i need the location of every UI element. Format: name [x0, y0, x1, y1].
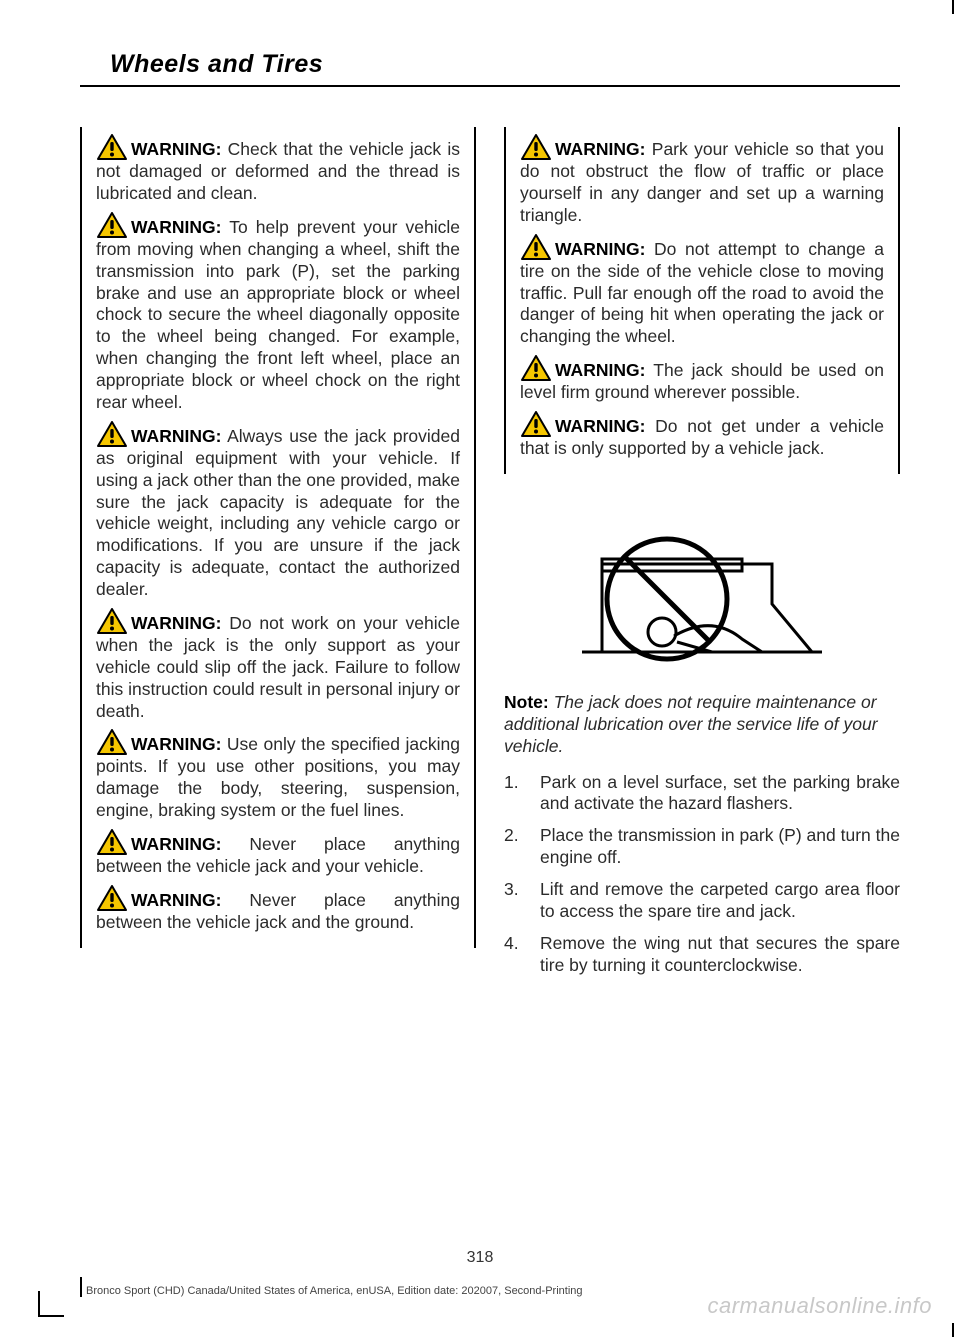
warning-label: WARNING: [131, 890, 221, 910]
step-item: 2. Place the transmission in park (P) an… [504, 825, 900, 869]
warning-item: WARNING: Do not get under a vehicle that… [520, 410, 884, 460]
warning-item: WARNING: Always use the jack provided as… [96, 420, 460, 601]
step-text: Park on a level surface, set the parking… [540, 772, 900, 816]
warning-box-right: WARNING: Park your vehicle so that you d… [504, 127, 900, 474]
page-title: Wheels and Tires [110, 50, 900, 79]
no-crawl-under-diagram [504, 504, 900, 674]
title-rule [80, 85, 900, 87]
warning-icon [96, 420, 128, 448]
warning-label: WARNING: [555, 416, 645, 436]
warning-icon [96, 607, 128, 635]
warning-icon [96, 211, 128, 239]
warning-item: WARNING: Do not attempt to change a tire… [520, 233, 884, 349]
page-number: 318 [0, 1249, 960, 1267]
step-number: 1. [504, 772, 524, 816]
warning-item: WARNING: The jack should be used on leve… [520, 354, 884, 404]
content-columns: WARNING: Check that the vehicle jack is … [80, 127, 900, 987]
step-item: 1. Park on a level surface, set the park… [504, 772, 900, 816]
warning-label: WARNING: [131, 834, 221, 854]
warning-item: WARNING: Use only the specified jacking … [96, 728, 460, 822]
watermark: carmanualsonline.info [707, 1293, 932, 1319]
note-label: Note: [504, 692, 549, 712]
step-text: Remove the wing nut that secures the spa… [540, 933, 900, 977]
warning-icon [520, 410, 552, 438]
footer-text: Bronco Sport (CHD) Canada/United States … [80, 1277, 583, 1297]
crop-mark [952, 0, 954, 14]
warning-label: WARNING: [131, 613, 221, 633]
step-number: 3. [504, 879, 524, 923]
step-number: 4. [504, 933, 524, 977]
warning-label: WARNING: [555, 239, 645, 259]
warning-item: WARNING: Check that the vehicle jack is … [96, 133, 460, 205]
note-text: The jack does not require maintenance or… [504, 692, 878, 756]
crop-mark [952, 1323, 954, 1337]
step-item: 3. Lift and remove the carpeted cargo ar… [504, 879, 900, 923]
warning-icon [96, 884, 128, 912]
warning-icon [96, 133, 128, 161]
note-block: Note: The jack does not require maintena… [504, 692, 900, 758]
warning-icon [96, 728, 128, 756]
steps-list: 1. Park on a level surface, set the park… [504, 772, 900, 977]
warning-label: WARNING: [131, 426, 221, 446]
warning-item: WARNING: Park your vehicle so that you d… [520, 133, 884, 227]
warning-item: WARNING: Never place anything between th… [96, 828, 460, 878]
warning-label: WARNING: [555, 139, 645, 159]
warning-label: WARNING: [131, 734, 221, 754]
crop-mark [38, 1291, 64, 1317]
step-item: 4. Remove the wing nut that secures the … [504, 933, 900, 977]
warning-box-left: WARNING: Check that the vehicle jack is … [80, 127, 476, 948]
warning-label: WARNING: [555, 360, 645, 380]
right-column: WARNING: Park your vehicle so that you d… [504, 127, 900, 987]
warning-icon [520, 133, 552, 161]
warning-label: WARNING: [131, 217, 221, 237]
step-number: 2. [504, 825, 524, 869]
warning-item: WARNING: Never place anything between th… [96, 884, 460, 934]
step-text: Place the transmission in park (P) and t… [540, 825, 900, 869]
warning-text: To help prevent your vehicle from moving… [96, 217, 460, 412]
warning-item: WARNING: Do not work on your vehicle whe… [96, 607, 460, 723]
left-column: WARNING: Check that the vehicle jack is … [80, 127, 476, 987]
warning-text: Always use the jack provided as original… [96, 426, 460, 599]
warning-item: WARNING: To help prevent your vehicle fr… [96, 211, 460, 414]
step-text: Lift and remove the carpeted cargo area … [540, 879, 900, 923]
warning-icon [520, 354, 552, 382]
warning-icon [520, 233, 552, 261]
warning-label: WARNING: [131, 139, 221, 159]
warning-icon [96, 828, 128, 856]
